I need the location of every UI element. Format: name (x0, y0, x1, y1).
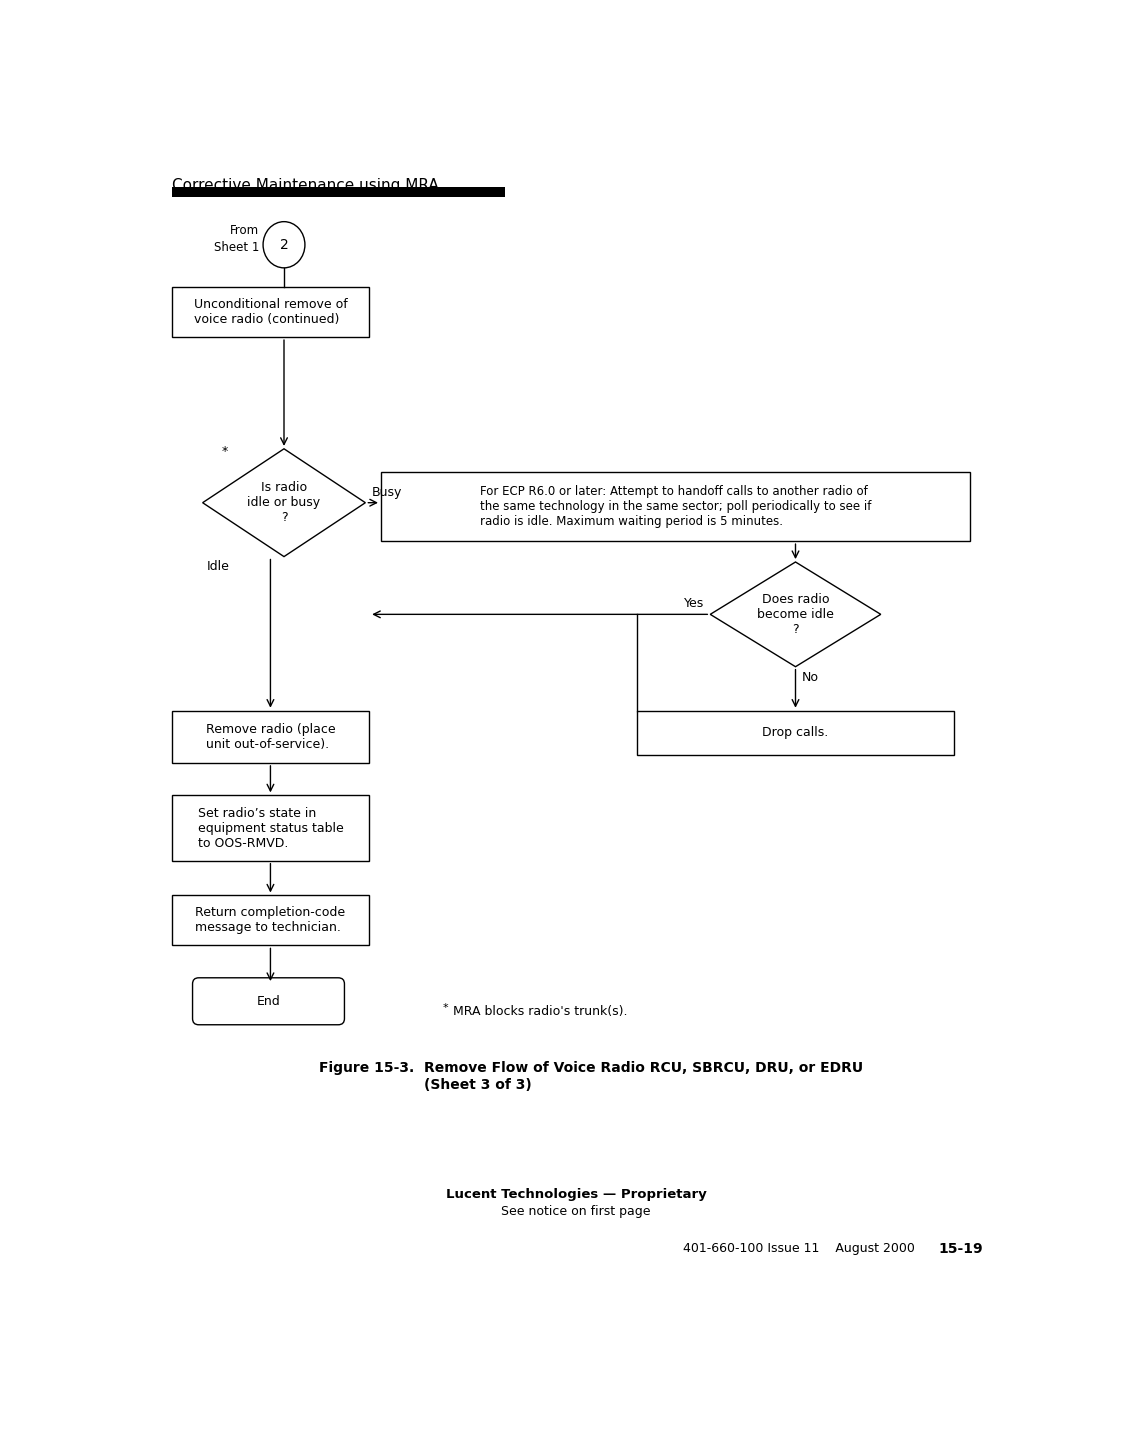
Polygon shape (710, 562, 881, 666)
Text: From: From (231, 225, 259, 237)
Text: Unconditional remove of
voice radio (continued): Unconditional remove of voice radio (con… (193, 297, 348, 326)
Text: MRA blocks radio's trunk(s).: MRA blocks radio's trunk(s). (449, 1005, 628, 1018)
Bar (172, 187, 505, 197)
Text: *: * (443, 1004, 449, 1014)
Text: Idle: Idle (207, 561, 230, 573)
FancyBboxPatch shape (192, 978, 344, 1025)
Text: Figure 15-3.: Figure 15-3. (318, 1061, 414, 1075)
Text: 401-660-100 Issue 11    August 2000: 401-660-100 Issue 11 August 2000 (683, 1241, 915, 1256)
Polygon shape (202, 449, 366, 556)
Ellipse shape (263, 222, 305, 267)
Text: Sheet 1: Sheet 1 (214, 242, 259, 255)
Text: Remove radio (place
unit out-of-service).: Remove radio (place unit out-of-service)… (206, 722, 335, 751)
FancyBboxPatch shape (172, 795, 369, 861)
FancyBboxPatch shape (637, 711, 954, 755)
Text: 2: 2 (280, 237, 288, 252)
Text: Corrective Maintenance using MRA: Corrective Maintenance using MRA (172, 177, 439, 193)
Text: Lucent Technologies — Proprietary: Lucent Technologies — Proprietary (446, 1188, 706, 1201)
Text: For ECP R6.0 or later: Attempt to handoff calls to another radio of
the same tec: For ECP R6.0 or later: Attempt to handof… (479, 485, 871, 528)
Text: Does radio
become idle
?: Does radio become idle ? (757, 593, 834, 636)
Text: Return completion-code
message to technician.: Return completion-code message to techni… (196, 907, 345, 934)
Text: Is radio
idle or busy
?: Is radio idle or busy ? (248, 482, 321, 525)
FancyBboxPatch shape (172, 895, 369, 945)
Text: Set radio’s state in
equipment status table
to OOS-RMVD.: Set radio’s state in equipment status ta… (198, 807, 343, 849)
Text: *: * (222, 445, 228, 458)
FancyBboxPatch shape (172, 287, 369, 337)
Text: 15-19: 15-19 (939, 1241, 983, 1256)
FancyBboxPatch shape (172, 711, 369, 764)
Text: End: End (256, 995, 280, 1008)
Text: (Sheet 3 of 3): (Sheet 3 of 3) (423, 1078, 531, 1093)
Text: Yes: Yes (684, 598, 704, 611)
Text: Remove Flow of Voice Radio RCU, SBRCU, DRU, or EDRU: Remove Flow of Voice Radio RCU, SBRCU, D… (423, 1061, 863, 1075)
Text: See notice on first page: See notice on first page (502, 1205, 651, 1218)
FancyBboxPatch shape (381, 472, 970, 541)
Text: Drop calls.: Drop calls. (763, 726, 829, 739)
Text: No: No (802, 671, 819, 684)
Text: Busy: Busy (371, 486, 402, 499)
